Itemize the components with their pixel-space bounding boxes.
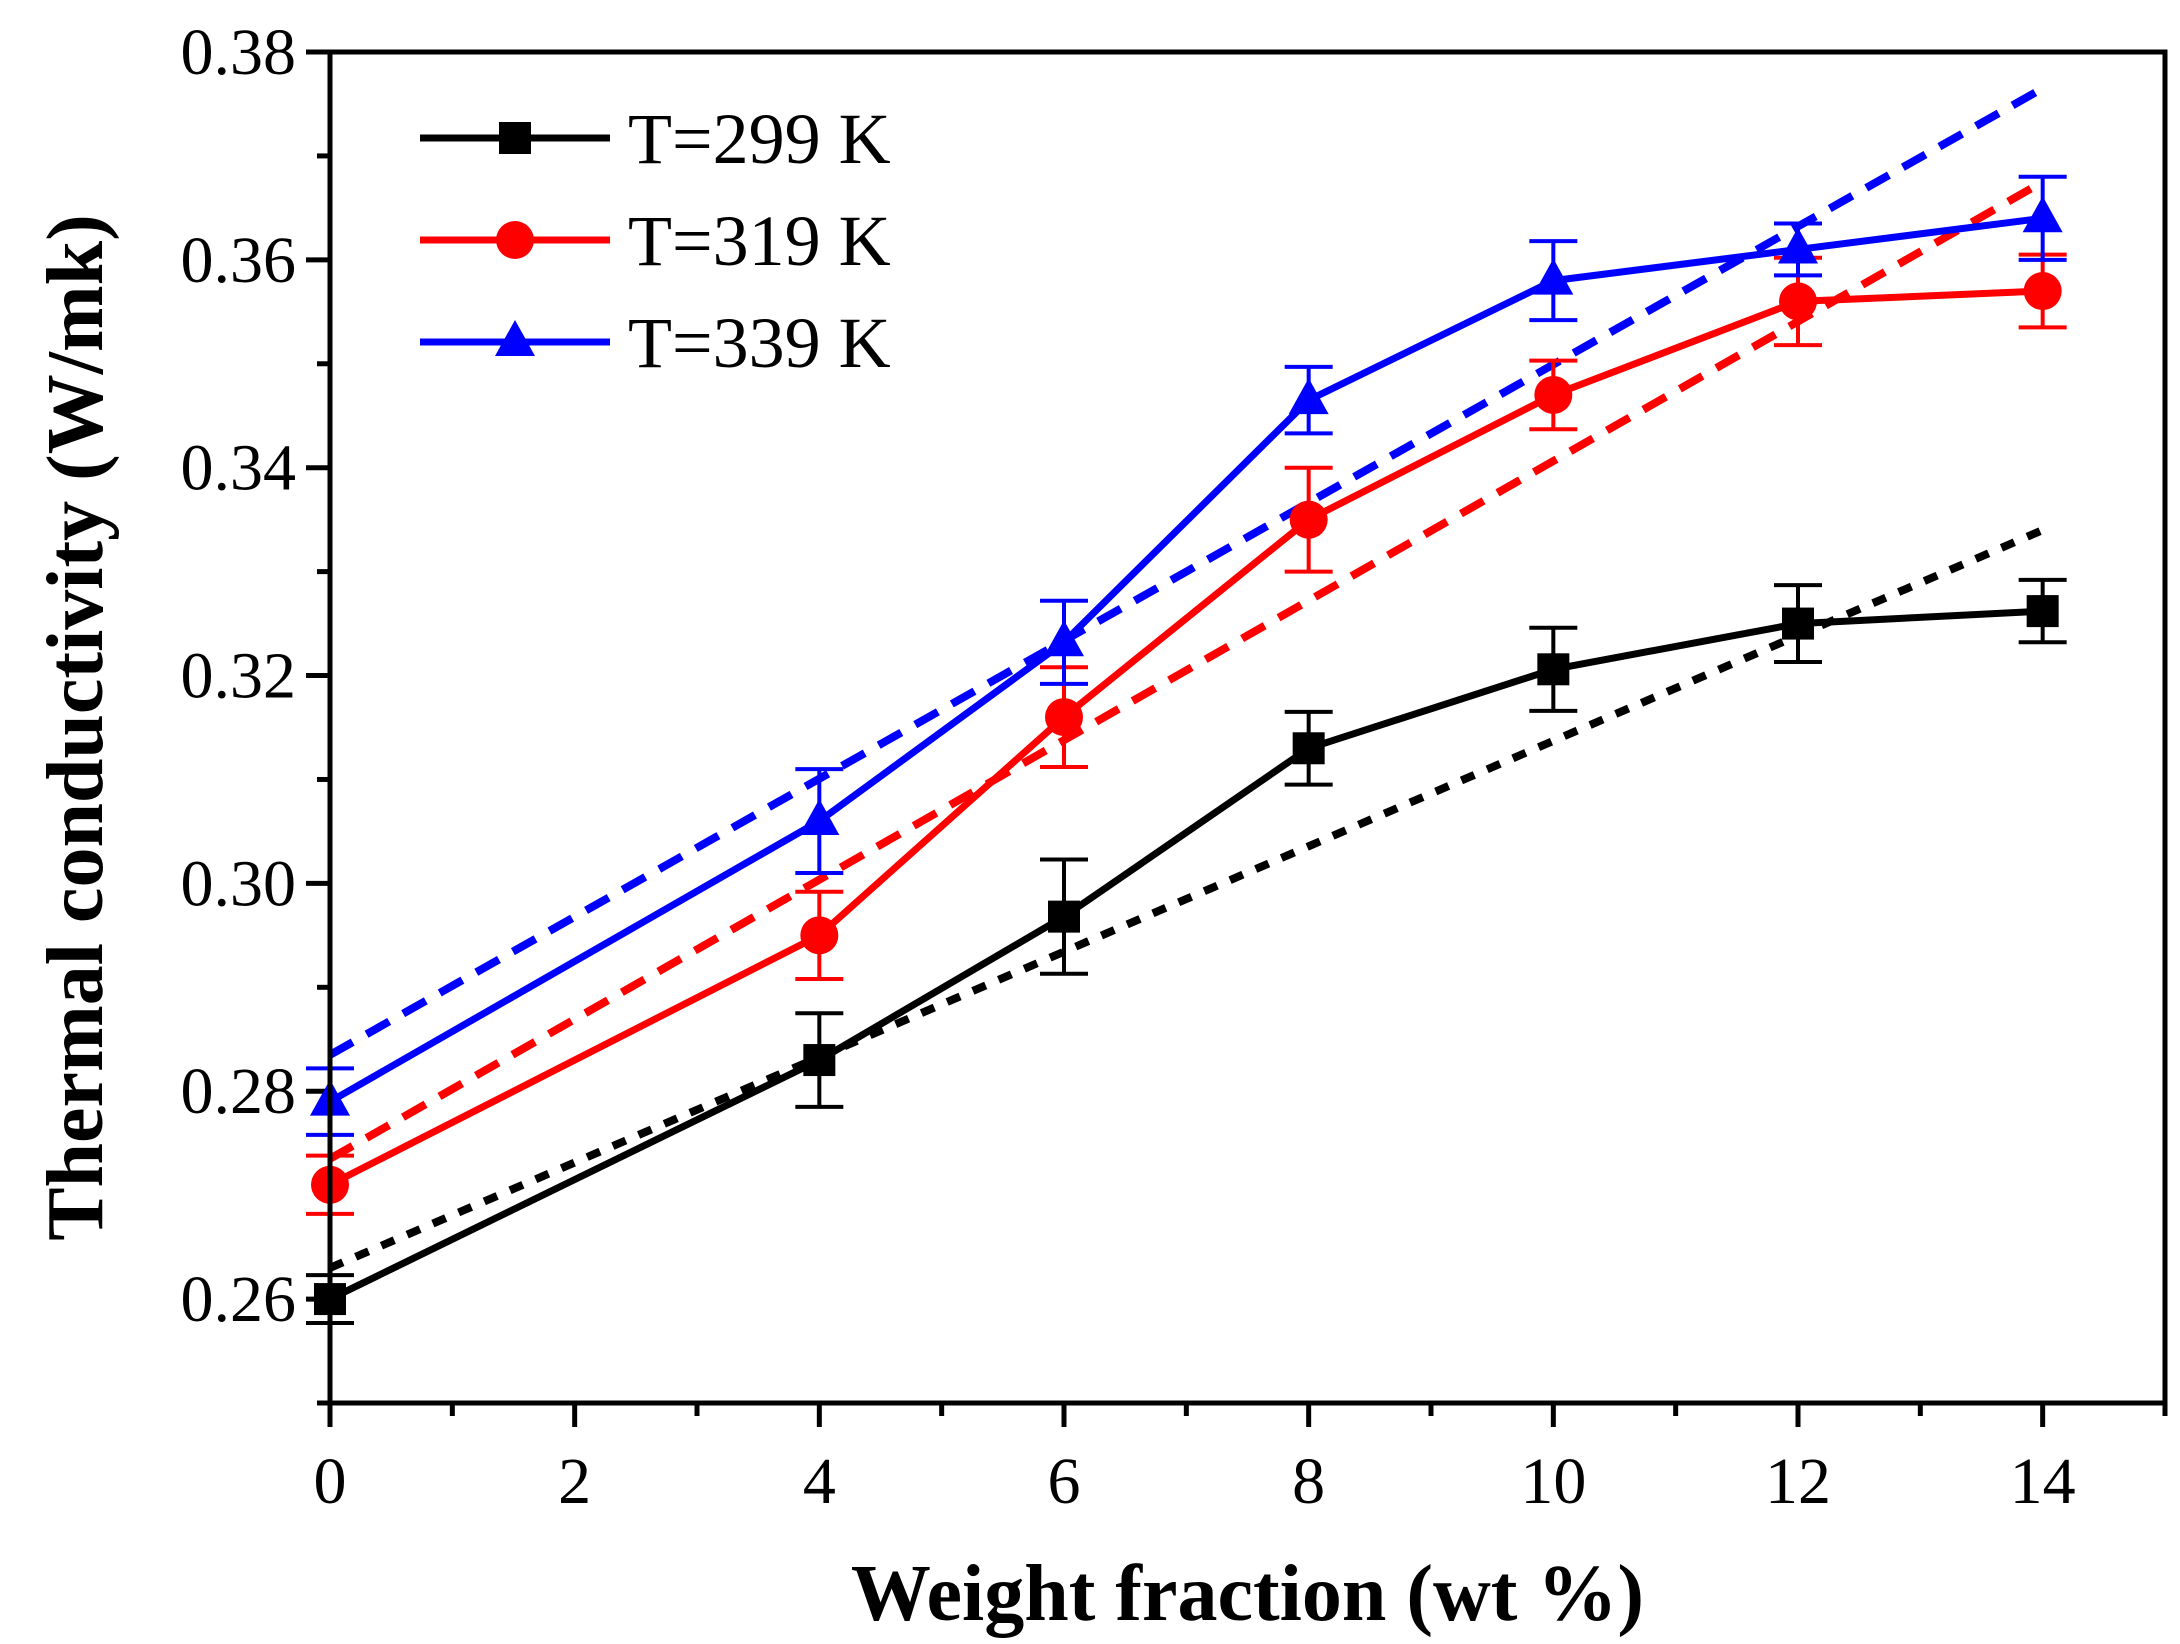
data-point-t319k: [1779, 282, 1817, 321]
fit-line-t339k: [328, 84, 2045, 1059]
y-tick-label: 0.28: [181, 1055, 297, 1128]
series-lines: [328, 214, 2044, 1303]
x-tick-label: 4: [803, 1445, 836, 1518]
data-point-t319k: [2023, 272, 2062, 311]
y-tick-label: 0.36: [181, 224, 297, 297]
legend-marker-t339k: [495, 320, 535, 356]
data-markers: [310, 196, 2063, 1316]
y-axis-title: Thermal conductivity (W/mk): [32, 214, 120, 1241]
data-point-t299k: [1292, 732, 1325, 765]
y-tick-labels: 0.26 0.28 0.30 0.32 0.34 0.36 0.38: [181, 16, 297, 1336]
plot-frame: [327, 49, 2168, 1406]
error-bars: [306, 174, 2067, 1325]
legend-label-t339: T=339 K: [628, 303, 891, 383]
legend-label-t319: T=319 K: [628, 201, 891, 281]
y-tick-label: 0.30: [181, 847, 297, 920]
legend-item-t299: T=299 K: [420, 99, 891, 179]
axis-ticks: [306, 49, 2168, 1427]
data-point-t319k: [800, 916, 839, 955]
data-point-t319k: [1534, 375, 1573, 414]
data-point-t339k: [1288, 378, 1329, 415]
data-point-t299k: [1048, 900, 1080, 933]
legend: T=299 K T=319 K T=339 K: [420, 99, 891, 383]
data-point-t339k: [1044, 620, 1084, 657]
data-point-t339k: [1533, 258, 1574, 295]
x-tick-labels: 0 2 4 6 8 10 12 14: [314, 1445, 2076, 1518]
fit-line-t299k: [328, 526, 2045, 1272]
legend-item-t319: T=319 K: [420, 201, 891, 281]
y-tick-label: 0.32: [181, 640, 297, 713]
data-point-t339k: [2022, 196, 2063, 233]
data-point-t319k: [1045, 698, 1083, 737]
series-line-t339k: [328, 214, 2044, 1105]
data-point-t339k: [799, 799, 840, 836]
x-tick-label: 14: [2010, 1445, 2076, 1518]
legend-marker-t299k: [499, 122, 531, 154]
data-point-t299k: [1782, 607, 1814, 640]
fit-line-t319k: [328, 178, 2045, 1163]
legend-label-t299: T=299 K: [628, 99, 891, 179]
data-point-t339k: [1778, 227, 1818, 264]
x-axis-title: Weight fraction (wt %): [851, 1550, 1644, 1638]
y-tick-label: 0.34: [181, 432, 297, 505]
legend-item-t339: T=339 K: [420, 303, 891, 383]
fit-lines: [328, 84, 2045, 1272]
data-point-t319k: [1289, 500, 1328, 539]
series-line-t319k: [328, 287, 2043, 1188]
data-point-t299k: [2026, 595, 2059, 628]
y-tick-label: 0.26: [181, 1263, 297, 1336]
x-tick-label: 12: [1765, 1445, 1831, 1518]
x-tick-label: 8: [1292, 1445, 1325, 1518]
x-tick-label: 6: [1048, 1445, 1081, 1518]
y-tick-label: 0.38: [181, 16, 297, 89]
data-point-t299k: [1537, 653, 1570, 686]
x-tick-label: 10: [1520, 1445, 1586, 1518]
legend-marker-t319k: [496, 221, 534, 259]
x-tick-label: 0: [314, 1445, 347, 1518]
x-tick-label: 2: [558, 1445, 591, 1518]
data-point-t299k: [803, 1044, 836, 1077]
